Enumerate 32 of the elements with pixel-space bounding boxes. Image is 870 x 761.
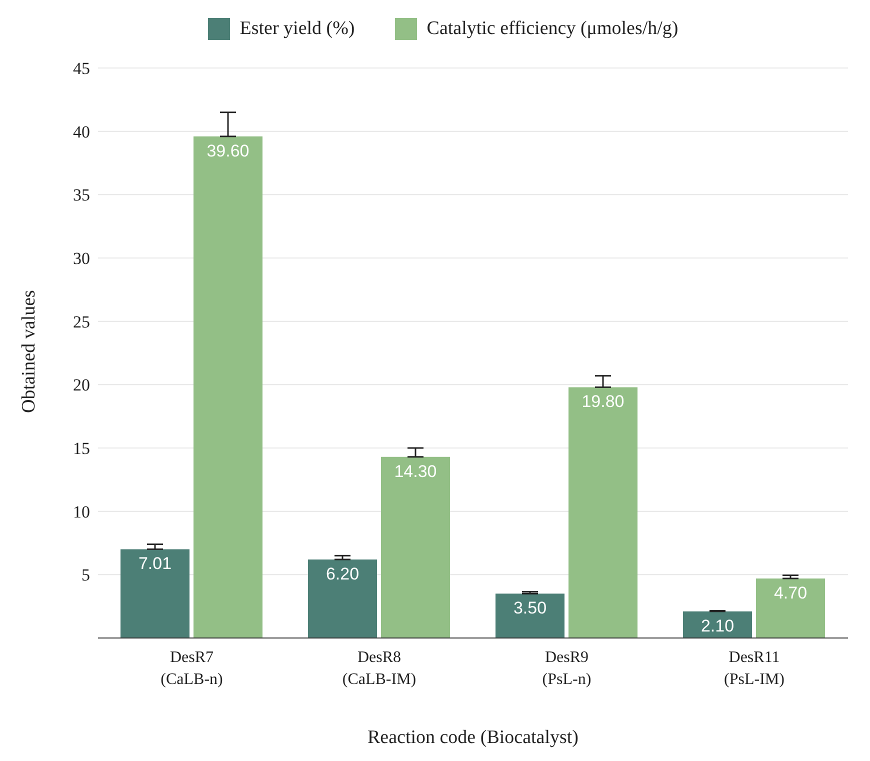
y-tick-label: 30 xyxy=(73,249,90,268)
data-label: 2.10 xyxy=(700,616,734,636)
data-label: 39.60 xyxy=(206,141,250,160)
y-tick-label: 35 xyxy=(73,186,90,205)
data-label: 7.01 xyxy=(138,554,172,574)
y-axis-title: Obtained values xyxy=(18,290,40,413)
y-tick-label: 40 xyxy=(73,122,90,142)
bar xyxy=(568,387,638,638)
x-tick-label: DesR7 (CaLB-n) xyxy=(160,649,223,688)
bar xyxy=(120,549,190,638)
y-tick-label: 45 xyxy=(73,59,90,78)
bar xyxy=(756,578,825,638)
legend-label: Ester yield (%) xyxy=(240,18,355,40)
x-tick-label: DesR9 (PsL-n) xyxy=(542,649,592,688)
legend-label: Catalytic efficiency (μmoles/h/g) xyxy=(426,18,678,40)
bar xyxy=(194,136,262,638)
y-tick-label: 15 xyxy=(73,439,90,458)
data-label: 4.70 xyxy=(774,583,808,602)
data-label: 19.80 xyxy=(582,392,624,412)
x-tick-label: DesR8 (CaLB-IM) xyxy=(342,649,416,688)
y-tick-label: 20 xyxy=(73,376,90,395)
data-label: 14.30 xyxy=(394,462,437,481)
y-tick-label: 5 xyxy=(82,566,90,585)
bar xyxy=(308,559,377,638)
bar xyxy=(496,594,564,638)
data-label: 6.20 xyxy=(326,564,360,584)
data-label: 3.50 xyxy=(513,598,547,618)
y-tick-label: 10 xyxy=(73,502,90,522)
bar xyxy=(381,456,450,638)
y-tick-label: 25 xyxy=(73,312,90,332)
x-axis-title: Reaction code (Biocatalyst) xyxy=(367,727,579,748)
x-tick-label: DesR11 (PsL-IM) xyxy=(724,649,784,688)
